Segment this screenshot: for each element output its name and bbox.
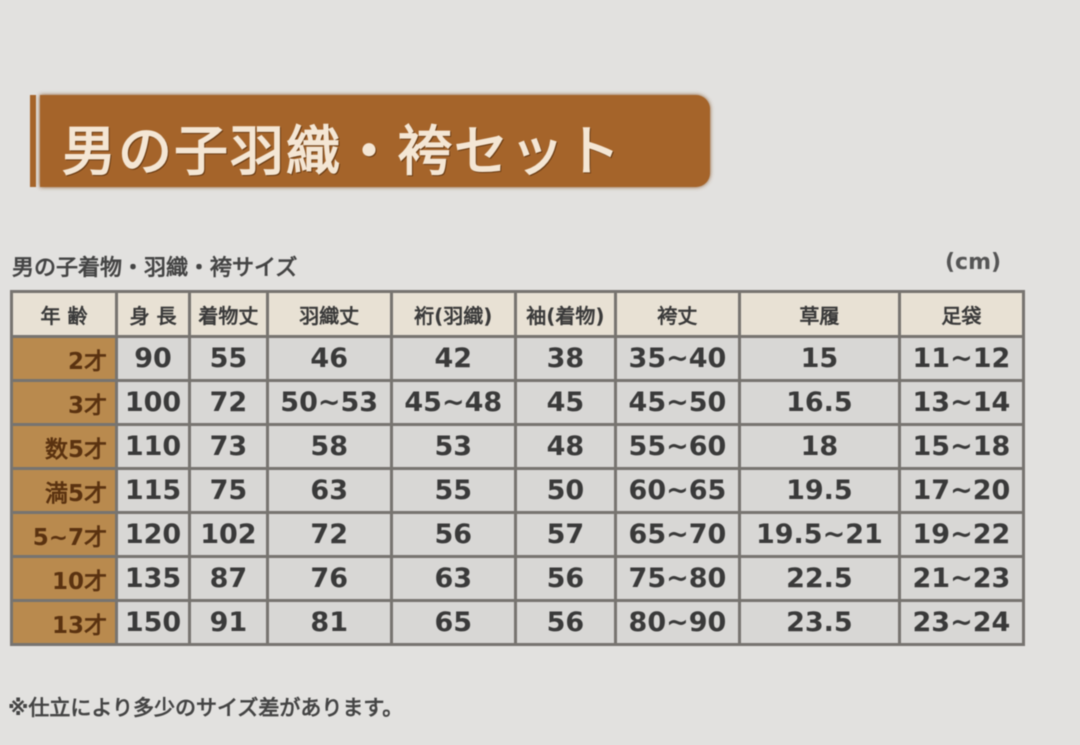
table-cell: 16.5: [737, 379, 901, 426]
table-cell: 56: [513, 599, 617, 646]
age-cell: 13才: [10, 599, 118, 646]
table-cell: 15: [737, 335, 901, 382]
table-caption: 男の子着物・羽織・袴サイズ: [12, 256, 298, 281]
table-cell: 53: [389, 423, 517, 470]
column-header: 着物丈: [188, 290, 269, 338]
table-row: 10才 135 87 76 63 56 75~80 22.5 21~23: [10, 555, 1026, 602]
column-header: 草履: [737, 290, 901, 338]
table-cell: 48: [513, 423, 617, 470]
table-cell: 65: [389, 599, 517, 646]
table-cell: 45~50: [613, 379, 741, 426]
size-table: 年 齢身 長着物丈 羽織丈 裄(羽織) 袖(着物) 袴丈 草履 足袋 2才 90 55 46 42 3…: [10, 290, 1026, 646]
age-cell: 3才: [10, 379, 118, 426]
age-cell: 2才: [10, 335, 118, 382]
table-cell: 42: [389, 335, 517, 382]
table-cell: 75: [188, 467, 269, 514]
column-header: 身 長: [114, 290, 192, 338]
table-cell: 63: [389, 555, 517, 602]
table-cell: 35~40: [613, 335, 741, 382]
table-row: 2才 90 55 46 42 38 35~40 15 11~12: [10, 335, 1026, 382]
table-row: 3才 100 72 50~53 45~48 45 45~50 16.5 13~14: [10, 379, 1026, 426]
table-row: 13才 150 91 81 65 56 80~90 23.5 23~24: [10, 599, 1026, 646]
table-cell: 150: [114, 599, 192, 646]
age-cell: 満5才: [10, 467, 118, 514]
table-cell: 11~12: [897, 335, 1026, 382]
age-cell: 10才: [10, 555, 118, 602]
table-cell: 13~14: [897, 379, 1026, 426]
title-banner: 男の子羽織・袴セット: [30, 95, 710, 187]
table-row: 数5才 110 73 58 53 48 55~60 18 15~18: [10, 423, 1026, 470]
table-cell: 57: [513, 511, 617, 558]
table-cell: 19.5~21: [737, 511, 901, 558]
table-cell: 56: [513, 555, 617, 602]
footnote: ※仕立により多少のサイズ差があります。: [8, 696, 404, 720]
table-cell: 50: [513, 467, 617, 514]
table-cell: 72: [265, 511, 393, 558]
table-cell: 90: [114, 335, 192, 382]
table-cell: 23.5: [737, 599, 901, 646]
column-header: 袴丈: [613, 290, 741, 338]
table-cell: 21~23: [897, 555, 1026, 602]
table-cell: 80~90: [613, 599, 741, 646]
table-cell: 19~22: [897, 511, 1026, 558]
table-cell: 15~18: [897, 423, 1026, 470]
table-cell: 23~24: [897, 599, 1026, 646]
table-cell: 22.5: [737, 555, 901, 602]
table-cell: 73: [188, 423, 269, 470]
table-cell: 100: [114, 379, 192, 426]
table-cell: 135: [114, 555, 192, 602]
table-cell: 102: [188, 511, 269, 558]
table-cell: 45~48: [389, 379, 517, 426]
table-cell: 18: [737, 423, 901, 470]
table-cell: 87: [188, 555, 269, 602]
table-cell: 58: [265, 423, 393, 470]
header-row: 年 齢身 長着物丈 羽織丈 裄(羽織) 袖(着物) 袴丈 草履 足袋: [10, 290, 1026, 338]
table-cell: 55: [389, 467, 517, 514]
table-cell: 50~53: [265, 379, 393, 426]
table-cell: 60~65: [613, 467, 741, 514]
column-header: 袖(着物): [513, 290, 617, 338]
column-header: 年 齢: [10, 290, 118, 338]
table-cell: 65~70: [613, 511, 741, 558]
table-cell: 55~60: [613, 423, 741, 470]
table-cell: 45: [513, 379, 617, 426]
unit-label: (cm): [945, 250, 1002, 275]
table-cell: 19.5: [737, 467, 901, 514]
table-row: 満5才 115 75 63 55 50 60~65 19.5 17~20: [10, 467, 1026, 514]
age-cell: 数5才: [10, 423, 118, 470]
column-header: 裄(羽織): [389, 290, 517, 338]
page-title: 男の子羽織・袴セット: [62, 120, 622, 183]
table-cell: 55: [188, 335, 269, 382]
table-cell: 115: [114, 467, 192, 514]
age-cell: 5~7才: [10, 511, 118, 558]
table-cell: 46: [265, 335, 393, 382]
table-cell: 110: [114, 423, 192, 470]
banner-accent: [30, 95, 36, 187]
table-row: 5~7才 120 102 72 56 57 65~70 19.5~21 19~22: [10, 511, 1026, 558]
table-cell: 81: [265, 599, 393, 646]
column-header: 足袋: [897, 290, 1026, 338]
table-cell: 75~80: [613, 555, 741, 602]
table-cell: 91: [188, 599, 269, 646]
column-header: 羽織丈: [265, 290, 393, 338]
table-cell: 63: [265, 467, 393, 514]
table-cell: 120: [114, 511, 192, 558]
table-cell: 76: [265, 555, 393, 602]
table-cell: 72: [188, 379, 269, 426]
table-cell: 38: [513, 335, 617, 382]
table-cell: 56: [389, 511, 517, 558]
table-cell: 17~20: [897, 467, 1026, 514]
